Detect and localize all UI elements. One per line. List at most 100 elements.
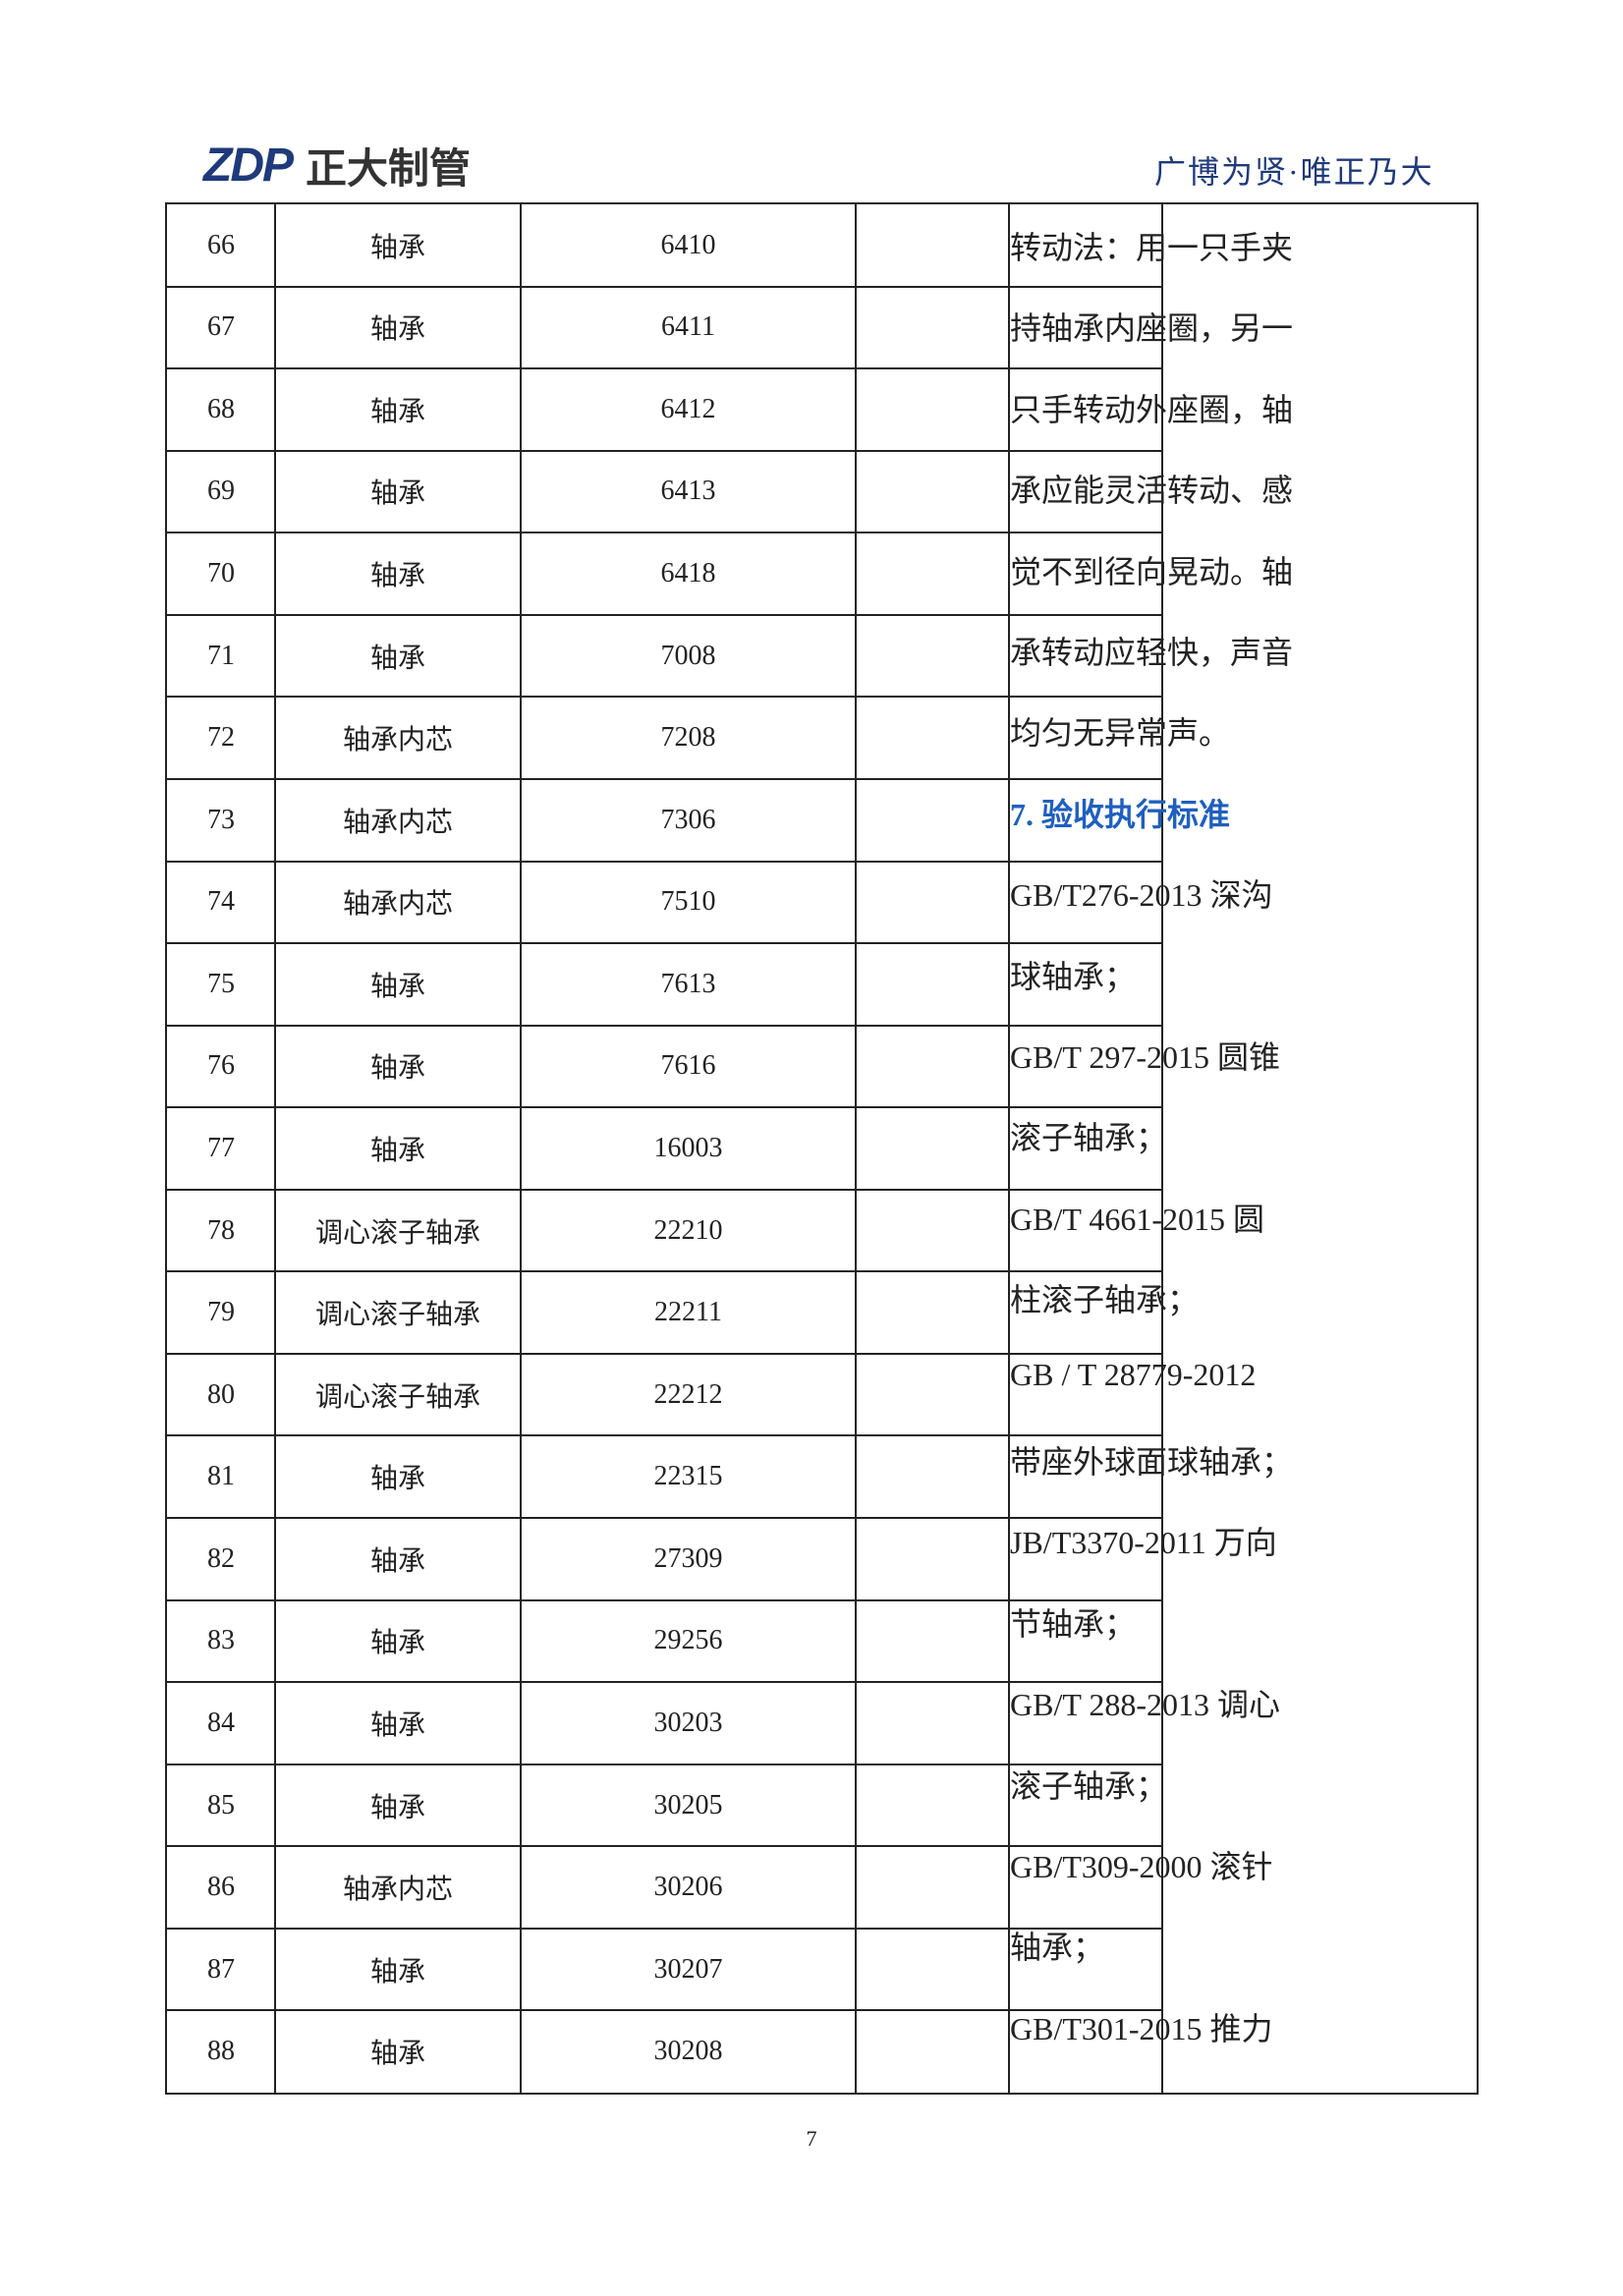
table-cell: 7008 <box>660 640 716 671</box>
row-line <box>167 1763 1162 1765</box>
table-cell: 88 <box>207 2036 235 2067</box>
table-cell: 22212 <box>653 1378 723 1410</box>
table-cell: 轴承 <box>369 971 425 1002</box>
side-text-line: GB / T 28779-2012 <box>1010 1356 1257 1392</box>
table-cell: 轴承内芯 <box>342 725 453 756</box>
table-cell: 轴承内芯 <box>342 889 453 921</box>
row-line <box>167 1434 1162 1437</box>
table-cell: 22211 <box>654 1297 722 1328</box>
side-text-line: GB/T 297-2015 圆锥 <box>1010 1039 1280 1075</box>
table-cell: 6413 <box>660 476 716 507</box>
side-text-line: GB/T 288-2013 调心 <box>1010 1687 1280 1723</box>
table-cell: 轴承内芯 <box>342 1875 453 1906</box>
table-cell: 7613 <box>660 968 716 999</box>
row-line <box>167 449 1162 452</box>
table-cell: 轴承内芯 <box>342 807 453 838</box>
table-cell: 16003 <box>653 1132 723 1163</box>
column-line <box>1161 204 1163 2093</box>
table-cell: 73 <box>207 804 235 835</box>
table-cell: 轴承 <box>369 314 425 346</box>
table-cell: 轴承 <box>369 1792 425 1823</box>
side-text-line: 只手转动外座圈，轴 <box>1010 391 1294 427</box>
table-cell: 78 <box>207 1214 235 1246</box>
side-text-line: JB/T3370-2011 万向 <box>1010 1525 1277 1561</box>
side-text-line: 柱滚子轴承； <box>1010 1282 1200 1318</box>
table-cell: 81 <box>207 1461 235 1492</box>
table-cell: 84 <box>207 1707 235 1738</box>
row-line <box>167 1517 1162 1520</box>
table-cell: 7616 <box>660 1050 716 1082</box>
table-cell: 29256 <box>653 1625 723 1656</box>
table-cell: 30206 <box>653 1872 723 1903</box>
table-cell: 轴承 <box>369 1628 425 1659</box>
table-cell: 7306 <box>660 804 716 835</box>
table-cell: 轴承 <box>369 232 425 263</box>
slogan: 广博为贤·唯正乃大 <box>1154 154 1434 190</box>
side-text-line: 承转动应轻快，声音 <box>1010 635 1294 670</box>
table-cell: 70 <box>207 558 235 589</box>
row-line <box>167 1270 1162 1273</box>
table-cell: 6411 <box>661 311 715 343</box>
table-cell: 调心滚子轴承 <box>314 1300 480 1331</box>
row-line <box>167 1188 1162 1191</box>
table-cell: 6418 <box>660 558 716 589</box>
table-cell: 30208 <box>653 2036 723 2067</box>
table-cell: 72 <box>207 722 235 754</box>
table-cell: 86 <box>207 1872 235 1903</box>
table-cell: 轴承 <box>369 1709 425 1741</box>
side-text-line: GB/T 4661-2015 圆 <box>1010 1201 1264 1237</box>
table-cell: 轴承 <box>369 2039 425 2070</box>
table-cell: 调心滚子轴承 <box>314 1381 480 1413</box>
row-line <box>167 532 1162 534</box>
page-number: 7 <box>806 2126 817 2151</box>
row-line <box>167 942 1162 945</box>
table-cell: 轴承 <box>369 1135 425 1166</box>
table: 66 轴承 6410 67 轴承 6411 68 轴承 6412 69 轴承 6413 70 轴承 6418… <box>165 202 1479 2095</box>
table-cell: 69 <box>207 476 235 507</box>
column-line <box>1008 204 1010 2093</box>
table-cell: 轴承 <box>369 643 425 674</box>
table-cell: 调心滚子轴承 <box>314 1217 480 1249</box>
side-text-line: GB/T276-2013 深沟 <box>1010 877 1273 914</box>
logo-mark: ZDP <box>203 140 294 192</box>
side-text-line: 带座外球面球轴承； <box>1010 1444 1294 1480</box>
side-text-line: GB/T309-2000 滚针 <box>1010 1849 1273 1884</box>
table-cell: 76 <box>207 1050 235 1082</box>
side-text-line: 持轴承内座圈，另一 <box>1010 310 1294 347</box>
table-cell: 7510 <box>660 886 716 918</box>
table-cell: 轴承 <box>369 1053 425 1085</box>
row-line <box>167 1598 1162 1601</box>
table-cell: 轴承 <box>369 396 425 427</box>
side-text-line: 转动法：用一只手夹 <box>1010 230 1294 265</box>
logo-text: 正大制管 <box>306 145 472 192</box>
column-line <box>274 204 276 2093</box>
table-cell: 轴承 <box>369 1545 425 1577</box>
table-cell: 85 <box>207 1789 235 1820</box>
row-line <box>167 1927 1162 1930</box>
table-cell: 7208 <box>660 722 716 754</box>
row-line <box>167 285 1162 288</box>
row-line <box>167 1845 1162 1848</box>
table-cell: 22315 <box>653 1461 723 1492</box>
table-cell: 77 <box>207 1132 235 1163</box>
side-text-line: GB/T301-2015 推力 <box>1010 2010 1273 2046</box>
row-line <box>167 860 1162 863</box>
row-line <box>167 613 1162 616</box>
table-cell: 68 <box>207 393 235 424</box>
table-cell: 83 <box>207 1625 235 1656</box>
table-cell: 轴承 <box>369 1956 425 1988</box>
row-line <box>167 2009 1162 2012</box>
table-cell: 87 <box>207 1953 235 1985</box>
table-cell: 75 <box>207 968 235 999</box>
table-cell: 66 <box>207 229 235 260</box>
table-cell: 6410 <box>660 229 716 260</box>
side-text-line: 滚子轴承； <box>1010 1767 1168 1804</box>
table-cell: 80 <box>207 1378 235 1410</box>
table-cell: 74 <box>207 886 235 918</box>
table-cell: 轴承 <box>369 478 425 510</box>
row-line <box>167 1681 1162 1684</box>
side-text-line: 节轴承； <box>1010 1605 1137 1642</box>
row-line <box>167 1106 1162 1109</box>
side-text-line: 均匀无异常声。 <box>1010 715 1231 752</box>
